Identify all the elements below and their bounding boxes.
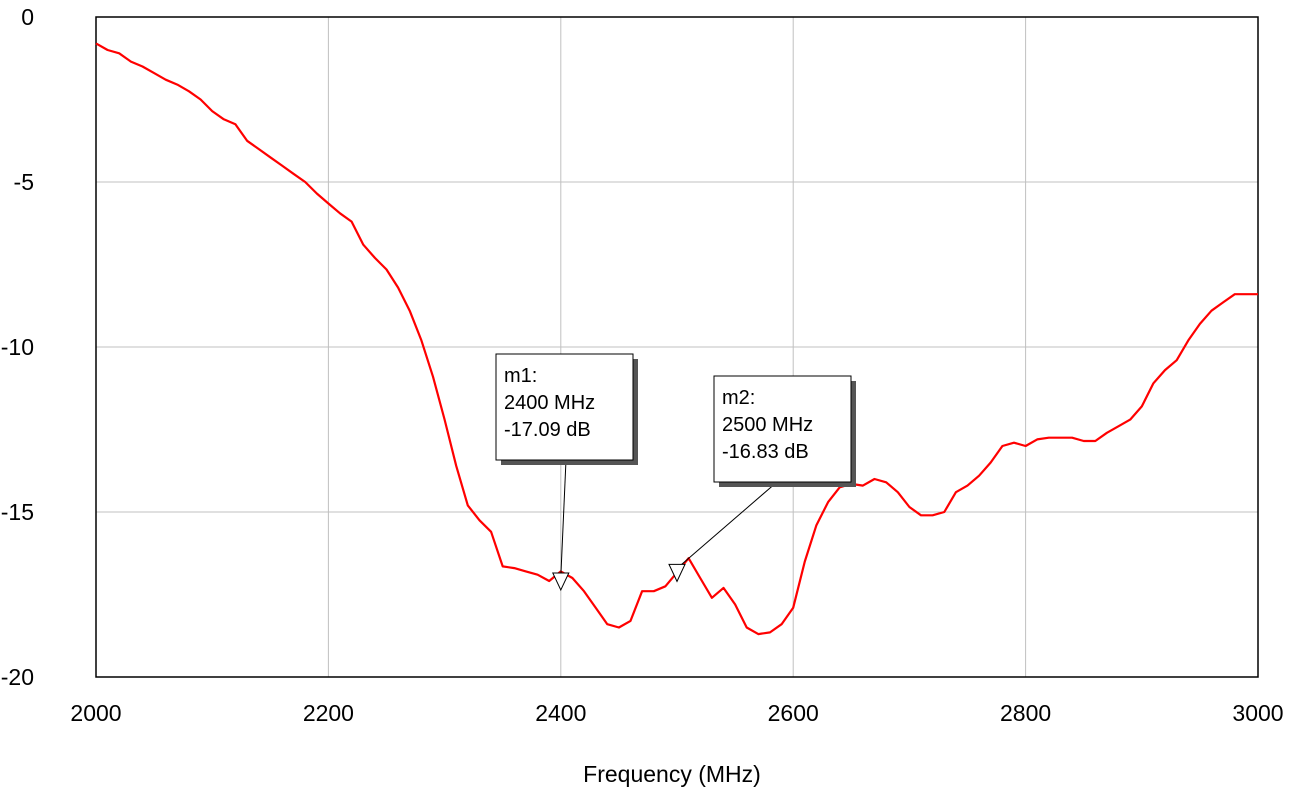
marker-box [495,353,634,461]
marker-value: -17.09 dB [504,419,591,441]
series-line-0 [95,42,1258,636]
marker-leader-line [560,459,567,577]
series-layer [95,42,1258,636]
y-tick-label: 0 [21,4,34,30]
marker-name: m1: [504,365,537,387]
x-tick-labels: 2000 2200 2400 2600 2800 3000 [70,700,1283,726]
x-tick-label: 2800 [1000,700,1051,726]
marker-value: -16.83 dB [722,441,809,463]
x-tick-label: 3000 [1232,700,1283,726]
x-tick-label: 2000 [70,700,121,726]
y-tick-label: -20 [1,664,34,690]
x-tick-label: 2200 [303,700,354,726]
marker-frequency: 2400 MHz [504,392,595,414]
plot-frame [95,16,1259,678]
marker-triangle-icon [668,563,686,583]
y-tick-labels: 0 -5 -10 -15 -20 [1,4,34,690]
marker-name: m2: [722,387,755,409]
marker-leader-line [676,481,778,569]
x-axis-title: Frequency (MHz) [583,761,761,787]
y-tick-label: -15 [1,499,34,525]
x-tick-label: 2400 [535,700,586,726]
y-tick-label: -5 [14,169,34,195]
marker-box [713,375,852,483]
marker-frequency: 2500 MHz [722,414,813,436]
marker-1[interactable]: m1: 2400 MHz -17.09 dB [495,353,638,592]
y-tick-label: -10 [1,334,34,360]
marker-triangle-icon [552,572,570,592]
marker-2[interactable]: m2: 2500 MHz -16.83 dB [668,375,856,583]
markers-layer: m1: 2400 MHz -17.09 dB m2: 2500 MHz -16.83 dB [495,353,856,592]
x-tick-label: 2600 [768,700,819,726]
